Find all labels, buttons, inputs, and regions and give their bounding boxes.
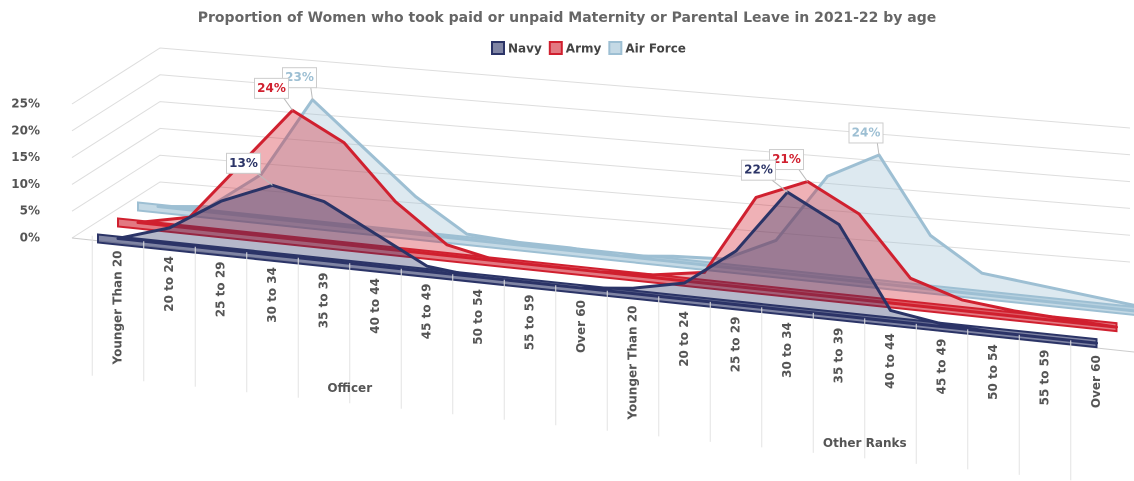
- label-box: [254, 77, 289, 99]
- grid-line: [71, 181, 1131, 263]
- label-box: [282, 67, 317, 89]
- x-tick-label: Younger Than 20: [111, 250, 125, 365]
- label-box: [769, 149, 804, 171]
- y-tick-label: 20%: [11, 123, 40, 137]
- label-box: [226, 152, 261, 174]
- data-label: 24%: [257, 81, 286, 95]
- group-label: Other Ranks: [823, 436, 907, 450]
- legend-swatch: [608, 41, 623, 55]
- legend-swatch: [491, 41, 505, 55]
- x-tick-label: 40 to 44: [883, 333, 897, 389]
- x-tick-label: 30 to 34: [780, 322, 794, 378]
- y-tick-label: 15%: [11, 150, 40, 164]
- grid-line: [71, 154, 1131, 236]
- label-box: [848, 122, 884, 144]
- x-tick-label: 35 to 39: [832, 328, 846, 384]
- x-tick-label: 55 to 59: [523, 295, 537, 351]
- data-label: 13%: [229, 156, 258, 170]
- ribbon: [97, 233, 1098, 349]
- chart-title: Proportion of Women who took paid or unp…: [198, 10, 936, 26]
- x-tick-label: Over 60: [574, 300, 588, 353]
- x-tick-label: 50 to 54: [986, 344, 1000, 400]
- data-label: 22%: [744, 163, 773, 177]
- y-tick-label: 25%: [11, 97, 40, 111]
- x-tick-label: 30 to 34: [265, 267, 279, 323]
- ribbon: [137, 201, 1134, 316]
- x-tick-label: 45 to 49: [420, 284, 434, 340]
- grid-line: [71, 101, 1131, 183]
- x-tick-label: 20 to 24: [677, 311, 691, 367]
- x-tick-label: 25 to 29: [214, 261, 228, 317]
- grid-line: [71, 74, 1131, 156]
- y-tick-label: 5%: [20, 204, 40, 218]
- x-tick-label: 25 to 29: [729, 317, 743, 373]
- legend-label: Air Force: [625, 42, 686, 56]
- x-tick-label: 20 to 24: [162, 256, 176, 312]
- y-tick-label: 0%: [20, 231, 40, 245]
- x-tick-label: 40 to 44: [368, 278, 382, 334]
- x-tick-label: 45 to 49: [935, 339, 949, 395]
- legend-label: Navy: [508, 42, 542, 56]
- data-label: 21%: [772, 152, 801, 166]
- x-tick-label: 50 to 54: [471, 289, 485, 345]
- data-label: 23%: [285, 70, 314, 84]
- x-tick-label: Over 60: [1089, 355, 1103, 408]
- y-tick-label: 10%: [11, 177, 40, 191]
- x-tick-label: 55 to 59: [1038, 350, 1052, 406]
- x-tick-label: Younger Than 20: [626, 306, 640, 421]
- ribbon: [117, 217, 1118, 333]
- legend-label: Army: [566, 42, 602, 56]
- x-tick-label: 35 to 39: [317, 273, 331, 329]
- label-box: [741, 159, 776, 181]
- grid-line: [71, 47, 1131, 129]
- legend-swatch: [548, 41, 563, 55]
- data-label: 24%: [852, 125, 881, 139]
- group-label: Officer: [327, 381, 372, 395]
